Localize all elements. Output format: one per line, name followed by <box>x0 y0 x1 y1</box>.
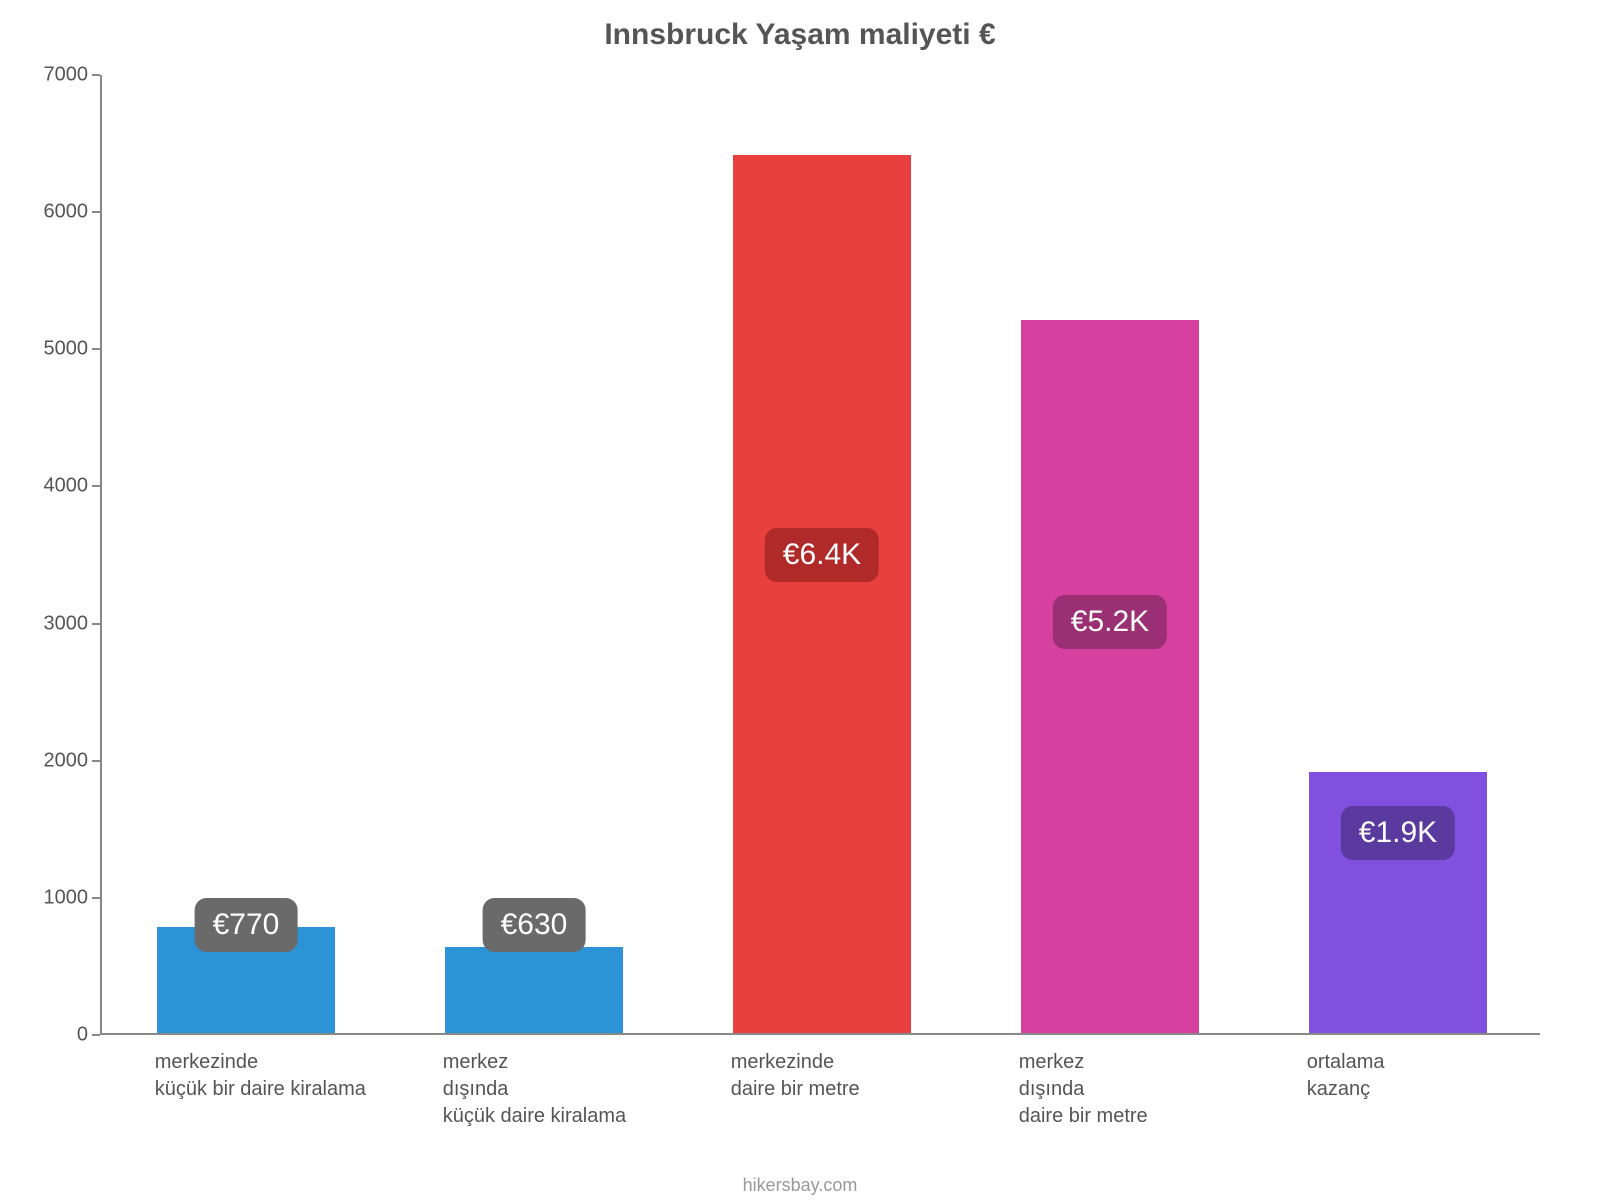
ytick-label: 5000 <box>0 338 88 361</box>
bar <box>445 947 624 1033</box>
value-badge: €5.2K <box>1053 595 1167 649</box>
bar <box>1021 320 1200 1033</box>
plot-area: €770 €630 €6.4K €5.2K €1.9K <box>100 75 1540 1035</box>
xtick-label: merkezdışındadaire bir metre <box>1019 1049 1258 1130</box>
xtick-label: ortalamakazanç <box>1307 1049 1546 1103</box>
value-badge: €6.4K <box>765 528 879 582</box>
ytick-label: 4000 <box>0 475 88 498</box>
value-badge: €770 <box>195 898 298 952</box>
ytick-label: 1000 <box>0 886 88 909</box>
ytick-mark <box>92 211 100 213</box>
ytick-mark <box>92 348 100 350</box>
ytick-mark <box>92 897 100 899</box>
cost-of-living-chart: Innsbruck Yaşam maliyeti € 0 1000 2000 3000… <box>0 0 1600 1200</box>
xtick-label: merkezindedaire bir metre <box>731 1049 970 1103</box>
ytick-mark <box>92 74 100 76</box>
ytick-label: 6000 <box>0 201 88 224</box>
bar <box>733 155 912 1033</box>
attribution: hikersbay.com <box>0 1175 1600 1196</box>
ytick-mark <box>92 760 100 762</box>
chart-title: Innsbruck Yaşam maliyeti € <box>0 18 1600 52</box>
ytick-mark <box>92 1034 100 1036</box>
xtick-label: merkezindeküçük bir daire kiralama <box>155 1049 394 1103</box>
ytick-mark <box>92 623 100 625</box>
ytick-label: 3000 <box>0 612 88 635</box>
ytick-mark <box>92 485 100 487</box>
ytick-label: 0 <box>0 1024 88 1047</box>
xtick-label: merkezdışındaküçük daire kiralama <box>443 1049 682 1130</box>
ytick-label: 2000 <box>0 749 88 772</box>
value-badge: €1.9K <box>1341 806 1455 860</box>
ytick-label: 7000 <box>0 64 88 87</box>
value-badge: €630 <box>483 898 586 952</box>
